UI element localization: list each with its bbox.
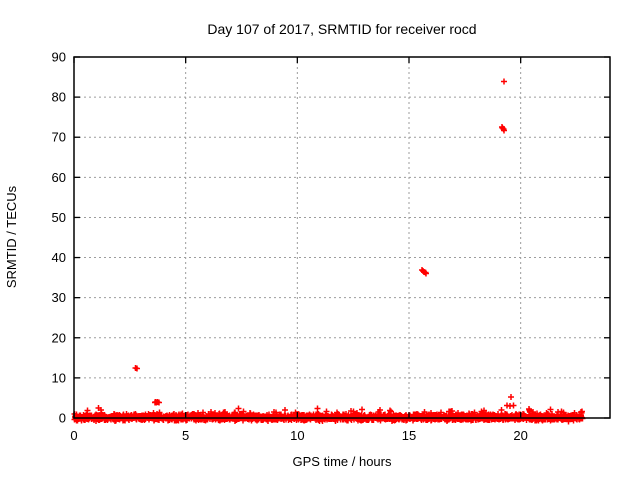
scatter-outlier-points bbox=[132, 78, 517, 409]
y-tick-label: 70 bbox=[52, 130, 66, 145]
axis-layer bbox=[73, 56, 611, 419]
y-axis-label: SRMTID / TECUs bbox=[4, 185, 19, 288]
plot-border bbox=[73, 56, 611, 419]
y-tick-label: 90 bbox=[52, 50, 66, 65]
grid-layer bbox=[74, 57, 610, 418]
tick-marks bbox=[73, 56, 610, 419]
x-tick-label: 20 bbox=[513, 428, 527, 443]
y-tick-label: 30 bbox=[52, 290, 66, 305]
x-tick-label: 10 bbox=[290, 428, 304, 443]
y-tick-label: 20 bbox=[52, 330, 66, 345]
y-tick-label: 0 bbox=[59, 411, 66, 426]
y-tick-label: 40 bbox=[52, 250, 66, 265]
y-tick-label: 60 bbox=[52, 170, 66, 185]
y-tick-label: 50 bbox=[52, 210, 66, 225]
tick-label-layer: 0 5 10 15 20 0 10 20 30 40 50 60 70 80 90 bbox=[52, 50, 528, 444]
chart-title: Day 107 of 2017, SRMTID for receiver roc… bbox=[207, 21, 476, 37]
y-tick-label: 80 bbox=[52, 90, 66, 105]
x-tick-label: 15 bbox=[402, 428, 416, 443]
y-tick-label: 10 bbox=[52, 370, 66, 385]
x-tick-label: 5 bbox=[182, 428, 189, 443]
scatter-band-points bbox=[71, 405, 586, 425]
data-layer bbox=[71, 78, 586, 425]
x-tick-label: 0 bbox=[70, 428, 77, 443]
x-axis-label: GPS time / hours bbox=[293, 454, 392, 469]
